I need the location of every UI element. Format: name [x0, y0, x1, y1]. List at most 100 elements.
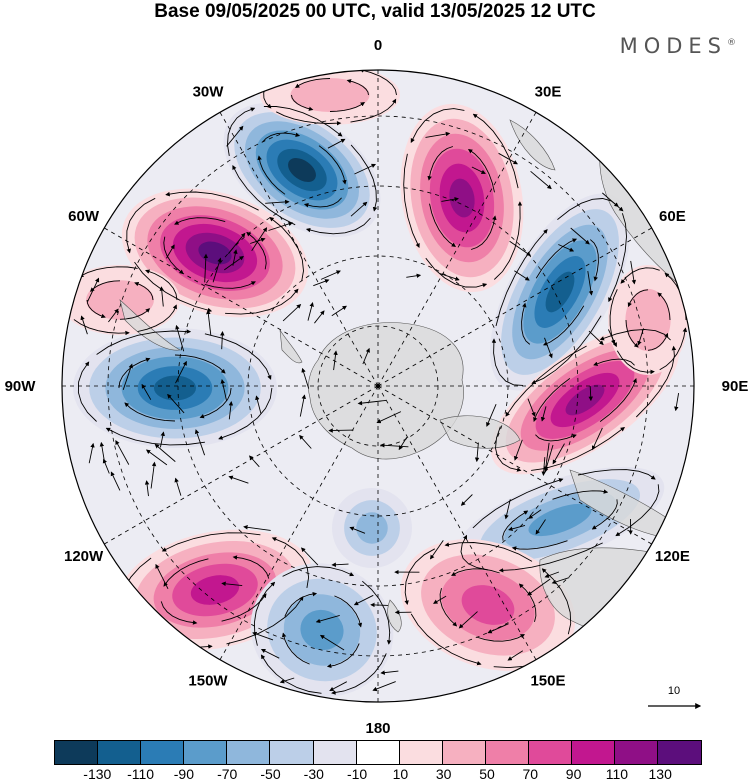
- flow-arrow: [535, 519, 546, 535]
- streamline: [318, 145, 347, 185]
- flow-arrow: [175, 324, 185, 352]
- streamline: [531, 315, 602, 384]
- streamline: [271, 537, 310, 588]
- flow-arrow: [194, 429, 206, 456]
- flow-arrow: [228, 475, 249, 484]
- anomaly-contour: [528, 503, 592, 537]
- flow-arrow: [174, 477, 182, 496]
- streamline: [521, 302, 531, 345]
- flow-arrow: [159, 286, 164, 307]
- streamline: [616, 350, 655, 375]
- streamline: [163, 558, 209, 587]
- flow-arrow: [228, 401, 234, 420]
- flow-arrow: [251, 227, 268, 251]
- colorbar-swatch: [442, 741, 486, 764]
- streamline: [334, 595, 363, 628]
- land-mass: [439, 415, 521, 449]
- flow-arrow: [255, 395, 262, 415]
- streamline: [165, 191, 259, 211]
- streamline: [303, 197, 342, 208]
- colorbar-swatch: [227, 741, 271, 764]
- anomaly-contour: [153, 375, 197, 401]
- colorbar-tick-label: -130: [83, 766, 112, 782]
- streamline: [78, 266, 138, 277]
- flow-arrow: [88, 442, 95, 464]
- flow-arrow: [588, 386, 593, 402]
- streamline: [589, 239, 599, 282]
- land-mass: [509, 119, 556, 171]
- flow-arrow: [102, 458, 110, 474]
- streamline: [541, 568, 572, 635]
- flow-arrow: [299, 394, 307, 417]
- flow-arrow: [429, 540, 444, 560]
- streamline: [542, 305, 585, 346]
- flow-arrow: [558, 244, 575, 252]
- colorbar-swatch: [184, 741, 228, 764]
- longitude-labels: 0 30E 60E 90E 120E 150E 180 150W 120W 90W 60W 30W: [5, 37, 749, 737]
- flow-arrow: [441, 196, 459, 202]
- flow-arrow: [588, 330, 604, 346]
- flow-arrow: [498, 152, 518, 165]
- colorbar-swatch: [399, 741, 443, 764]
- flow-arrow: [314, 310, 325, 324]
- colorbar-tick-label: 90: [565, 766, 582, 782]
- flow-arrow: [354, 163, 377, 175]
- colorbar-swatch: [658, 741, 702, 764]
- flow-arrow: [544, 337, 553, 359]
- flow-arrow: [630, 260, 637, 285]
- streamline: [427, 146, 454, 181]
- flow-arrow: [509, 240, 532, 256]
- streamline: [281, 632, 310, 665]
- longitude-label-150w: 150W: [188, 672, 228, 689]
- streamline: [429, 203, 457, 248]
- streamline: [246, 231, 267, 270]
- streamline: [593, 358, 635, 366]
- flow-arrow: [220, 379, 227, 401]
- flow-arrow: [154, 443, 176, 462]
- land-mass: [279, 329, 303, 364]
- flow-arrow: [144, 480, 150, 497]
- brand-registered-mark: ®: [727, 38, 736, 48]
- latitude-circle: [107, 115, 649, 657]
- colorbar-tick-label: 10: [392, 766, 409, 782]
- streamline: [96, 329, 192, 355]
- streamline: [86, 299, 106, 319]
- anomaly-field: [62, 70, 694, 702]
- streamline: [599, 378, 637, 422]
- flow-arrow: [471, 166, 486, 174]
- anomaly-contour: [356, 512, 388, 544]
- streamline: [502, 510, 529, 541]
- streamline: [495, 426, 522, 472]
- flow-arrow: [433, 595, 447, 604]
- streamline: [124, 402, 176, 422]
- colorbar-tick-label: 50: [479, 766, 495, 782]
- flow-arrow: [460, 494, 473, 506]
- flow-arrow: [279, 677, 295, 684]
- flow-arrow: [353, 594, 374, 606]
- streamline: [625, 319, 639, 348]
- streamline: [362, 580, 392, 645]
- streamline: [276, 111, 342, 126]
- streamline: [232, 555, 270, 579]
- colorbar-swatch: [55, 741, 99, 764]
- streamline: [329, 101, 366, 112]
- flow-arrow: [252, 631, 274, 641]
- streamline: [263, 106, 343, 137]
- streamline: [204, 281, 256, 289]
- anomaly-contour: [545, 271, 575, 313]
- streamline: [331, 653, 387, 695]
- longitude-label-60w: 60W: [68, 208, 100, 225]
- flow-arrow: [474, 442, 480, 463]
- streamline: [269, 216, 304, 282]
- colorbar-tick-label: 130: [648, 766, 672, 782]
- colorbar-swatch: [313, 741, 357, 764]
- flow-arrow: [439, 273, 460, 281]
- streamlines: [62, 70, 688, 695]
- streamline: [615, 484, 660, 537]
- flow-arrow: [349, 526, 366, 534]
- flow-arrow: [331, 305, 347, 317]
- streamline: [491, 338, 524, 386]
- colorbar-swatch: [98, 741, 142, 764]
- flow-arrow: [320, 270, 341, 280]
- longitude-label-90w: 90W: [5, 378, 37, 395]
